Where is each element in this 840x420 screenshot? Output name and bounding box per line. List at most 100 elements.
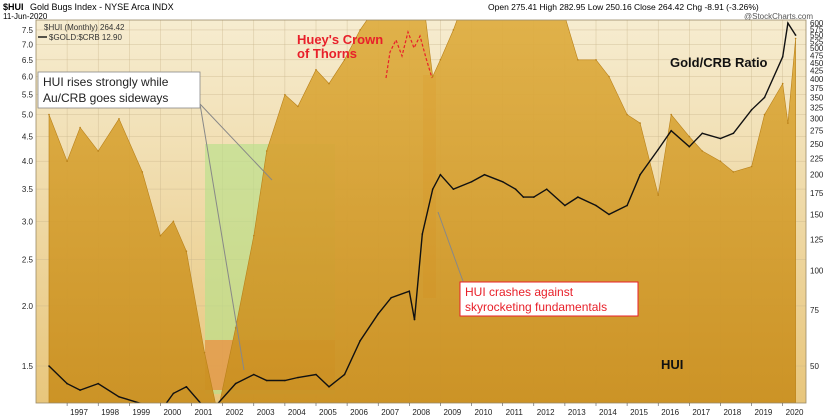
left-tick-label: 4.0: [22, 157, 34, 166]
hui-point: [48, 113, 50, 116]
ratio-point: [564, 204, 566, 207]
header-date: 11-Jun-2020: [3, 12, 48, 21]
ratio-point: [545, 188, 548, 190]
ratio-point: [297, 376, 299, 379]
x-axis: 1997 1998 1999 2000 2001 2002 2003 2004 2005 2006…: [66, 403, 804, 417]
left-tick-label: 7.5: [22, 26, 34, 35]
x-tick-label: 2011: [506, 408, 524, 417]
right-tick-label: 400: [810, 75, 824, 84]
right-tick-label: 250: [810, 140, 824, 149]
hui-point: [315, 68, 317, 71]
callout-right-line2: skyrocketing fundamentals: [465, 300, 607, 314]
callout-right-box: [459, 281, 639, 317]
right-tick-label: 125: [810, 236, 824, 245]
ratio-point: [359, 340, 361, 342]
hui-point: [439, 59, 442, 61]
hui-point: [297, 105, 299, 108]
watermark: @StockCharts.com: [744, 12, 813, 21]
hui-point: [97, 150, 99, 152]
hui-point: [159, 234, 162, 237]
header-quote: Open 275.41 High 282.95 Low 250.16 Close…: [488, 2, 759, 12]
ratio-point: [577, 196, 579, 198]
header-title: $HUI Gold Bugs Index - NYSE Arca INDX: [3, 2, 174, 12]
ratio-point: [533, 196, 535, 198]
hui-point: [328, 82, 330, 85]
left-tick-label: 7.0: [22, 40, 34, 49]
right-tick-label: 525: [810, 38, 824, 47]
right-tick-label: 425: [810, 67, 824, 76]
left-tick-label: 6.5: [22, 56, 34, 65]
left-tick-label: 6.0: [22, 73, 34, 82]
hui-point: [732, 171, 735, 173]
right-tick-label: 575: [810, 25, 824, 34]
ratio-point: [781, 56, 784, 58]
x-tick-label: 2012: [537, 408, 555, 417]
hui-point: [66, 160, 68, 162]
ratio-point: [48, 365, 50, 367]
ratio-point: [408, 290, 411, 293]
x-tick-label: 2000: [163, 408, 181, 417]
ratio-point: [79, 389, 81, 391]
ratio-point: [639, 173, 641, 176]
ratio-point: [377, 313, 380, 315]
left-tick-label: 2.5: [22, 255, 34, 264]
callout-pointer-left-b: [199, 103, 245, 371]
ratio-point: [626, 204, 628, 207]
left-tick-label: 1.5: [22, 362, 34, 371]
ratio-point: [431, 188, 434, 190]
left-tick-label: 5.0: [22, 111, 34, 120]
ratio-point: [284, 379, 286, 382]
x-tick-label: 2009: [443, 408, 461, 417]
ratio-point: [172, 392, 175, 395]
ratio-point: [343, 373, 346, 376]
hui-point: [781, 82, 784, 85]
hui-point: [359, 29, 361, 31]
ratio-point: [97, 382, 99, 385]
x-tick-label: 2018: [723, 408, 741, 417]
ratio-point: [794, 34, 797, 36]
ratio-point: [719, 137, 722, 140]
x-tick-label: 2007: [381, 408, 399, 417]
hui-point: [343, 59, 346, 61]
right-tick-label: 325: [810, 104, 824, 113]
x-tick-label: 2005: [319, 408, 337, 417]
x-tick-label: 2017: [692, 408, 710, 417]
hui-point: [626, 113, 628, 116]
right-tick-label: 550: [810, 31, 824, 40]
hui-point: [564, 16, 566, 18]
hui-point: [688, 135, 691, 138]
legend-hui: $HUI (Monthly) 264.42: [44, 23, 125, 32]
crown-label-line2: of Thorns: [297, 46, 357, 61]
plot-border: [35, 19, 807, 404]
ratio-point: [608, 213, 610, 216]
ratio-point: [413, 318, 416, 321]
ratio-point: [657, 148, 659, 151]
x-tick-label: 2015: [630, 408, 648, 417]
x-tick-label: 2016: [661, 408, 679, 417]
x-tick-label: 1998: [101, 408, 119, 417]
hui-point: [657, 194, 659, 196]
ratio-point: [750, 109, 753, 111]
hui-point: [750, 165, 753, 168]
ratio-point: [483, 173, 486, 176]
ratio-point: [185, 386, 188, 388]
hui-point: [185, 250, 188, 252]
left-tick-label: 3.5: [22, 185, 34, 194]
right-tick-label: 275: [810, 127, 824, 136]
ratio-point: [390, 296, 393, 299]
hui-point: [577, 59, 579, 61]
ratio-point: [787, 22, 789, 24]
legend-ratio: $GOLD:$CRB 12.90: [49, 33, 122, 42]
ratio-point: [670, 129, 672, 132]
ratio-point: [421, 233, 424, 235]
ratio-point: [118, 396, 120, 398]
callout-left-box: [37, 71, 201, 109]
hui-series-label: HUI: [661, 357, 683, 372]
hui-point: [234, 327, 237, 329]
x-tick-label: 2002: [226, 408, 244, 417]
x-tick-label: 2001: [195, 408, 213, 417]
x-tick-label: 1997: [70, 408, 88, 417]
ratio-point: [253, 373, 255, 376]
hui-point: [670, 113, 672, 116]
